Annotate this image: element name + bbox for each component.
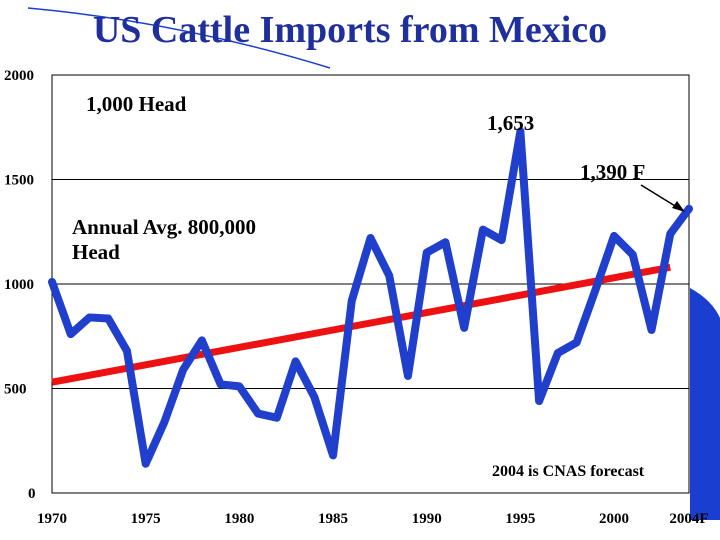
- x-tick-label: 1985: [318, 511, 348, 527]
- x-tick-label: 2004F: [669, 511, 708, 527]
- y-tick-label: 1500: [4, 173, 34, 189]
- data-point: [200, 339, 203, 342]
- x-axis-ticks: 1970 1975 1980 1985 1990 1995 2000 2004F: [37, 511, 709, 527]
- data-point: [481, 228, 484, 231]
- data-point: [219, 383, 222, 386]
- data-point: [500, 239, 503, 242]
- data-point: [425, 251, 428, 254]
- data-point: [182, 368, 185, 371]
- data-point: [669, 232, 672, 235]
- data-point: [406, 374, 409, 377]
- data-point: [444, 241, 447, 244]
- x-tick-label: 1995: [505, 511, 535, 527]
- average-annotation-line2: Head: [72, 240, 120, 264]
- data-point: [350, 299, 353, 302]
- data-point: [631, 253, 634, 256]
- title-swoosh-deco: [27, 7, 331, 69]
- data-point: [688, 207, 690, 210]
- data-point: [463, 326, 466, 329]
- trend-line: [51, 263, 671, 386]
- average-annotation-line1: Annual Avg. 800,000: [72, 215, 256, 239]
- data-point: [556, 351, 559, 354]
- data-point: [369, 237, 372, 240]
- forecast-arrow-line: [640, 184, 681, 210]
- data-point: [107, 317, 110, 320]
- data-point: [257, 412, 260, 415]
- data-point: [613, 234, 616, 237]
- data-point: [594, 289, 597, 292]
- y-tick-label: 2000: [4, 68, 34, 84]
- y-tick-label: 1000: [4, 277, 34, 293]
- data-point: [650, 328, 653, 331]
- data-point: [69, 333, 72, 336]
- peak-annotation: 1,653: [487, 111, 534, 135]
- data-point: [332, 454, 335, 457]
- data-point: [294, 360, 297, 363]
- y-tick-label: 0: [28, 486, 36, 502]
- data-point: [575, 341, 578, 344]
- data-point: [238, 385, 241, 388]
- x-tick-label: 1990: [412, 511, 442, 527]
- data-point: [538, 400, 541, 403]
- data-point: [163, 420, 166, 423]
- y-axis-ticks: 0 500 1000 1500 2000: [4, 68, 36, 502]
- x-tick-label: 1970: [37, 511, 67, 527]
- average-label-bg: [70, 210, 286, 266]
- right-edge-deco: [690, 288, 720, 520]
- data-point: [144, 462, 147, 465]
- data-point: [51, 280, 53, 283]
- unit-label: 1,000 Head: [86, 92, 187, 116]
- chart-title: US Cattle Imports from Mexico: [93, 9, 607, 51]
- forecast-note: 2004 is CNAS forecast: [492, 463, 645, 480]
- y-tick-label: 500: [4, 382, 27, 398]
- data-point: [125, 349, 128, 352]
- forecast-annotation: 1,390 F: [580, 160, 645, 184]
- data-point: [519, 130, 522, 133]
- x-tick-label: 1980: [224, 511, 254, 527]
- forecast-arrow-head: [672, 201, 685, 212]
- data-point: [313, 395, 316, 398]
- data-point: [275, 416, 278, 419]
- x-tick-label: 1975: [131, 511, 161, 527]
- series-points: [51, 130, 690, 465]
- x-tick-label: 2000: [599, 511, 629, 527]
- data-point: [88, 316, 91, 319]
- data-point: [388, 274, 391, 277]
